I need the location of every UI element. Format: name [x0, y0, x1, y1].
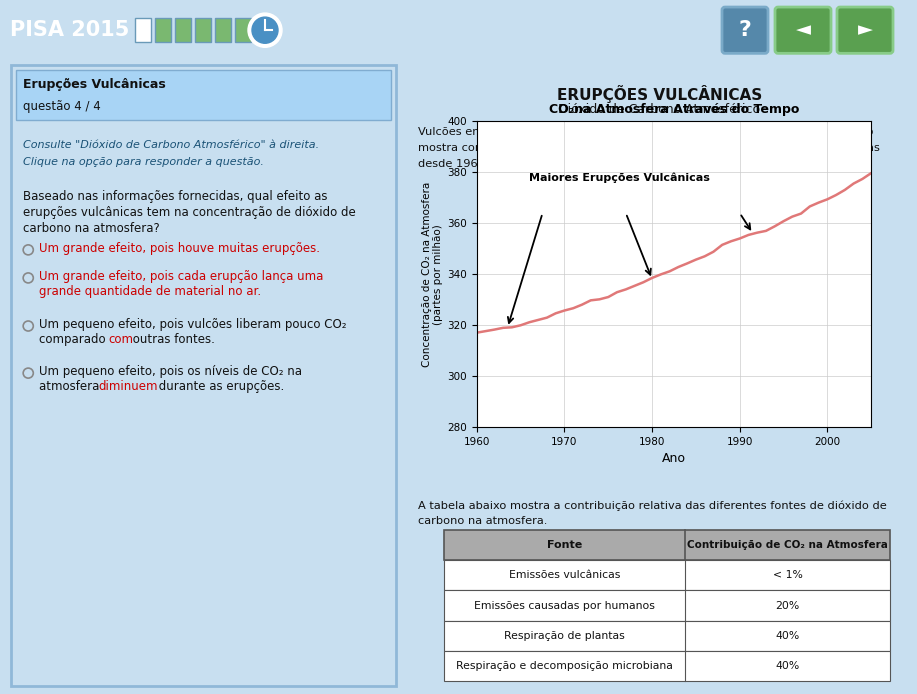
Bar [444, 650, 890, 681]
Text: Um grande efeito, pois cada erupção lança uma: Um grande efeito, pois cada erupção lanç… [39, 270, 324, 283]
Text: Respiração e decomposição microbiana: Respiração e decomposição microbiana [456, 661, 673, 670]
Text: ◄: ◄ [796, 21, 811, 40]
Bar [215, 18, 231, 42]
Text: Um grande efeito, pois houve muitas erupções.: Um grande efeito, pois houve muitas erup… [39, 242, 320, 255]
Bar [235, 18, 251, 42]
Text: Vulcões emitem dióxido de carbono(CO₂) durante as erupções. O gráfico abaixo: Vulcões emitem dióxido de carbono(CO₂) d… [418, 127, 874, 137]
Text: < 1%: < 1% [772, 570, 802, 580]
Text: Clique na opção para responder a questão.: Clique na opção para responder a questão… [23, 157, 264, 167]
Bar [444, 620, 890, 650]
Bar [444, 530, 890, 561]
Y-axis label: Concentração de CO₂ na Atmosfera
(partes por milhão): Concentração de CO₂ na Atmosfera (partes… [422, 182, 443, 366]
Text: Consulte "Dióxido de Carbono Atmosférico" à direita.: Consulte "Dióxido de Carbono Atmosférico… [23, 139, 319, 150]
Text: 40%: 40% [776, 631, 800, 641]
FancyBboxPatch shape [775, 7, 831, 53]
Text: Emissões causadas por humanos: Emissões causadas por humanos [474, 600, 655, 611]
Text: mostra concentrações de dióxido de carbono atmosférico medidas por cientistas: mostra concentrações de dióxido de carbo… [418, 143, 880, 153]
Text: grande quantidade de material no ar.: grande quantidade de material no ar. [39, 285, 261, 298]
Bar [195, 18, 211, 42]
Text: Um pequeno efeito, pois os níveis de CO₂ na: Um pequeno efeito, pois os níveis de CO₂… [39, 365, 303, 378]
Text: comparado: comparado [39, 333, 110, 346]
Text: ?: ? [738, 20, 751, 40]
Text: Baseado nas informações fornecidas, qual efeito as: Baseado nas informações fornecidas, qual… [23, 189, 327, 203]
Text: Erupções Vulcânicas: Erupções Vulcânicas [23, 78, 166, 91]
Text: questão 4 / 4: questão 4 / 4 [23, 100, 101, 113]
Title: CO₂na Atmosfera Através do Tempo: CO₂na Atmosfera Através do Tempo [548, 103, 800, 116]
Text: ERUPÇÕES VULCÂNICAS: ERUPÇÕES VULCÂNICAS [557, 85, 762, 103]
Text: PISA 2015: PISA 2015 [10, 20, 129, 40]
Text: outras fontes.: outras fontes. [128, 333, 215, 346]
Circle shape [248, 13, 282, 47]
Text: A tabela abaixo mostra a contribuição relativa das diferentes fontes de dióxido : A tabela abaixo mostra a contribuição re… [418, 500, 887, 511]
Bar [135, 18, 151, 42]
Text: Respiração de plantas: Respiração de plantas [504, 631, 624, 641]
Text: desde 1960.: desde 1960. [418, 159, 489, 169]
Text: Emissões vulcânicas: Emissões vulcânicas [509, 570, 620, 580]
X-axis label: Ano: Ano [662, 452, 686, 465]
Circle shape [252, 17, 278, 43]
Bar [155, 18, 171, 42]
Text: 40%: 40% [776, 661, 800, 670]
Text: diminuem: diminuem [98, 380, 158, 393]
Text: com: com [108, 333, 133, 346]
Bar [444, 561, 890, 591]
Text: atmosfera: atmosfera [39, 380, 104, 393]
Text: Contribuição de CO₂ na Atmosfera: Contribuição de CO₂ na Atmosfera [687, 541, 888, 550]
Text: 20%: 20% [776, 600, 800, 611]
FancyBboxPatch shape [722, 7, 768, 53]
Text: carbono na atmosfera.: carbono na atmosfera. [418, 516, 547, 526]
Bar [444, 591, 890, 620]
FancyBboxPatch shape [837, 7, 893, 53]
Text: carbono na atmosfera?: carbono na atmosfera? [23, 222, 160, 235]
Text: Dióxido de Carbono Atmosférico: Dióxido de Carbono Atmosférico [558, 103, 760, 116]
Bar [17, 69, 391, 119]
Text: Um pequeno efeito, pois vulcões liberam pouco CO₂: Um pequeno efeito, pois vulcões liberam … [39, 318, 347, 331]
Text: ►: ► [857, 21, 872, 40]
Text: erupções vulcânicas tem na concentração de dióxido de: erupções vulcânicas tem na concentração … [23, 206, 356, 219]
Bar [175, 18, 191, 42]
Text: Fonte: Fonte [547, 541, 582, 550]
Text: durante as erupções.: durante as erupções. [155, 380, 284, 393]
Text: Maiores Erupções Vulcânicas: Maiores Erupções Vulcânicas [529, 172, 711, 183]
